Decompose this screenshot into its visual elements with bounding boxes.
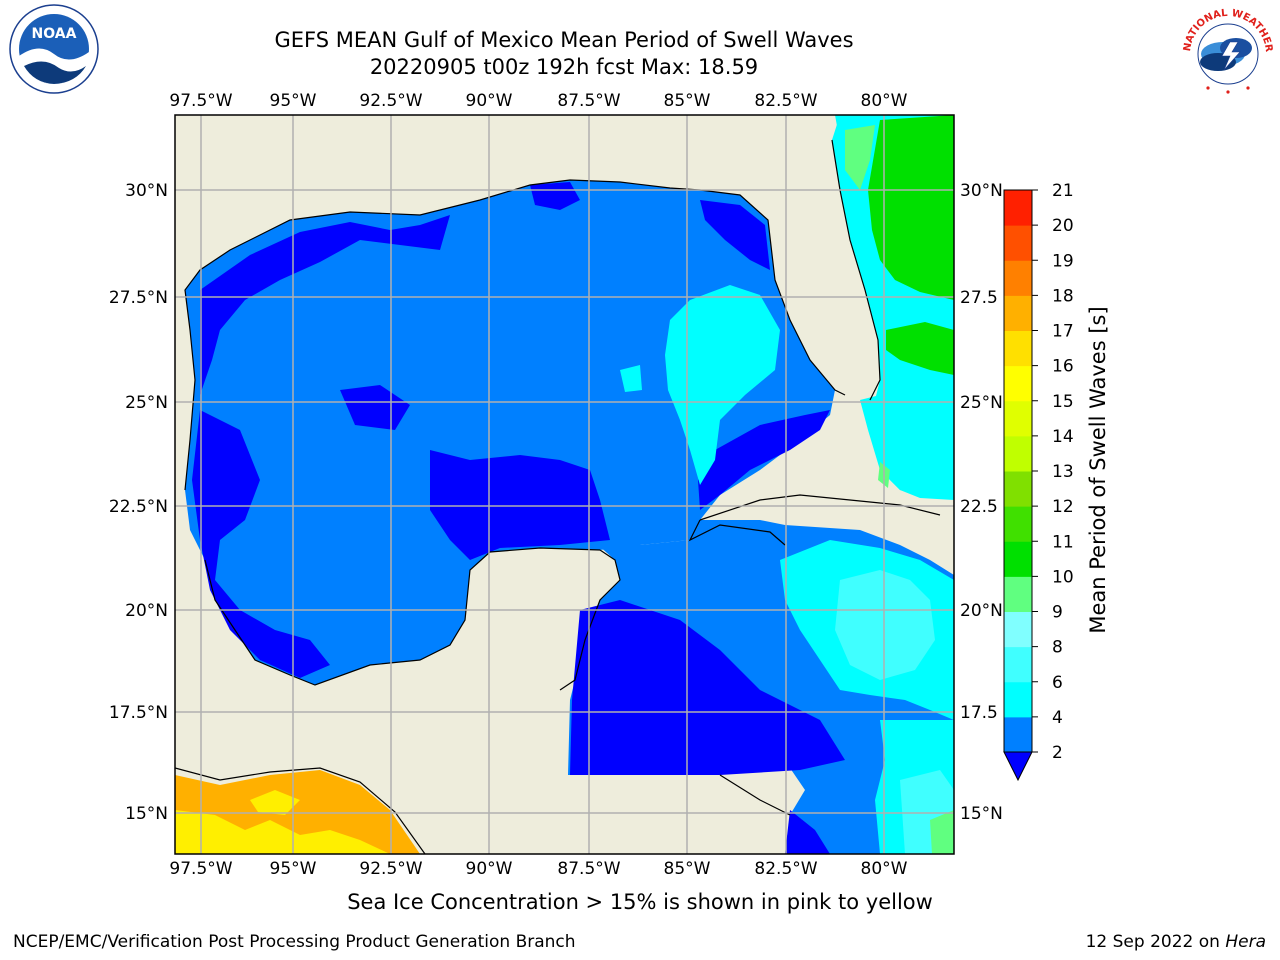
- colorbar-tick-label: 11: [1052, 532, 1074, 552]
- latitude-tick-label: 22.5: [960, 497, 998, 517]
- longitude-tick-label: 92.5°W: [359, 859, 422, 879]
- colorbar-segment: [1004, 716, 1032, 753]
- map-frame: [174, 114, 955, 855]
- latitude-tick-label: 17.5°N: [109, 703, 168, 723]
- latitude-tick-label: 25°N: [960, 393, 1003, 413]
- colorbar-segment: [1004, 435, 1032, 472]
- latitude-tick-label: 20°N: [960, 601, 1003, 621]
- latitude-tick-label: 27.5°N: [109, 288, 168, 308]
- colorbar-segment: [1004, 646, 1032, 683]
- colorbar-segment: [1004, 506, 1032, 542]
- footer-date: 12 Sep 2022 on Hera: [1086, 932, 1266, 952]
- colorbar-tick-label: 18: [1052, 286, 1074, 306]
- longitude-tick-label: 95°W: [270, 91, 317, 111]
- latitude-tick-label: 15°N: [125, 804, 168, 824]
- latitude-tick-label: 27.5: [960, 288, 998, 308]
- colorbar-segment: [1004, 681, 1032, 718]
- colorbar-tick-label: 9: [1052, 603, 1063, 623]
- colorbar-tick-label: 6: [1052, 673, 1063, 693]
- latitude-tick-label: 25°N: [125, 393, 168, 413]
- latitude-tick-label: 15°N: [960, 804, 1003, 824]
- colorbar-tick-label: 21: [1052, 181, 1074, 201]
- colorbar-label: Mean Period of Swell Waves [s]: [1086, 306, 1110, 633]
- longitude-tick-label: 87.5°W: [557, 859, 620, 879]
- colorbar-segment: [1004, 541, 1032, 577]
- longitude-tick-label: 97.5°W: [169, 91, 232, 111]
- longitude-tick-label: 90°W: [466, 91, 513, 111]
- longitude-tick-label: 95°W: [270, 859, 317, 879]
- longitude-labels-top: 97.5°W 95°W 92.5°W 90°W 87.5°W 85°W 82.5°W 80°W: [169, 91, 907, 111]
- colorbar: 2 4 6 8 9 10 11 12 13 14 15 16 17 18 19 20 21: [1003, 181, 1074, 782]
- colorbar-segment: [1004, 330, 1032, 367]
- colorbar-segment: [1004, 471, 1032, 507]
- longitude-tick-label: 80°W: [861, 859, 908, 879]
- colorbar-segment: [1004, 260, 1032, 296]
- light-cyan-period-patches: [835, 570, 954, 854]
- colorbar-tick-label: 8: [1052, 638, 1063, 658]
- colorbar-segment: [1004, 400, 1032, 437]
- nws-logo: NATIONAL WEATHER SERVICE: [1178, 4, 1274, 96]
- map-subtitle-forecast: 20220905 t00z 192h fcst Max: 18.59: [369, 55, 759, 79]
- latitude-tick-label: 30°N: [960, 181, 1003, 201]
- map-title: GEFS MEAN Gulf of Mexico Mean Period of …: [274, 28, 854, 52]
- noaa-logo-text: NOAA: [32, 26, 77, 42]
- colorbar-extend-arrow: [1003, 751, 1033, 782]
- latitude-tick-label: 30°N: [125, 181, 168, 201]
- colorbar-tick-label: 13: [1052, 462, 1074, 482]
- footer-host: Hera: [1225, 932, 1266, 952]
- colorbar-tick-label: 15: [1052, 392, 1074, 412]
- pacific-period-field-yellow: [175, 790, 390, 854]
- latitude-labels-right: 30°N 27.5 25°N 22.5 20°N 17.5 15°N: [960, 181, 1003, 824]
- latitude-tick-label: 20°N: [125, 601, 168, 621]
- footer-date-text: 12 Sep 2022 on: [1085, 932, 1226, 952]
- latitude-labels-left: 30°N 27.5°N 25°N 22.5°N 20°N 17.5°N 15°N: [109, 181, 168, 824]
- low-period-patches: [192, 182, 845, 854]
- colorbar-tick-label: 16: [1052, 357, 1074, 377]
- longitude-tick-label: 85°W: [664, 859, 711, 879]
- colorbar-tick-label: 19: [1052, 251, 1074, 271]
- colorbar-segment: [1004, 225, 1032, 261]
- colorbar-tick-label: 17: [1052, 322, 1074, 342]
- colorbar-tick-label: 2: [1052, 743, 1063, 763]
- sea-ice-note: Sea Ice Concentration > 15% is shown in …: [347, 890, 933, 914]
- longitude-tick-label: 90°W: [466, 859, 513, 879]
- longitude-tick-label: 85°W: [664, 91, 711, 111]
- colorbar-tick-label: 14: [1052, 427, 1074, 447]
- noaa-logo: NOAA: [9, 4, 99, 94]
- longitude-tick-label: 80°W: [861, 91, 908, 111]
- longitude-tick-label: 87.5°W: [557, 91, 620, 111]
- colorbar-segment: [1004, 365, 1032, 402]
- colorbar-tick-label: 10: [1052, 567, 1074, 587]
- longitude-tick-label: 92.5°W: [359, 91, 422, 111]
- latitude-tick-label: 22.5°N: [109, 497, 168, 517]
- longitude-tick-label: 97.5°W: [169, 859, 232, 879]
- green-period-patches: [868, 115, 954, 375]
- colorbar-tick-label: 4: [1052, 708, 1063, 728]
- colorbar-segment: [1004, 190, 1032, 226]
- colorbar-segment: [1004, 576, 1032, 612]
- colorbar-segment: [1004, 611, 1032, 648]
- longitude-tick-label: 82.5°W: [754, 859, 817, 879]
- longitude-labels-bottom: 97.5°W 95°W 92.5°W 90°W 87.5°W 85°W 82.5°W 80°W: [169, 859, 907, 879]
- latitude-tick-label: 17.5: [960, 703, 998, 723]
- footer-credit: NCEP/EMC/Verification Post Processing Pr…: [13, 932, 576, 952]
- gulf-ocean-field: [185, 180, 835, 685]
- colorbar-tick-label: 12: [1052, 497, 1074, 517]
- colorbar-tick-label: 20: [1052, 216, 1074, 236]
- gridlines: [175, 115, 954, 854]
- longitude-tick-label: 82.5°W: [754, 91, 817, 111]
- colorbar-segment: [1004, 295, 1032, 331]
